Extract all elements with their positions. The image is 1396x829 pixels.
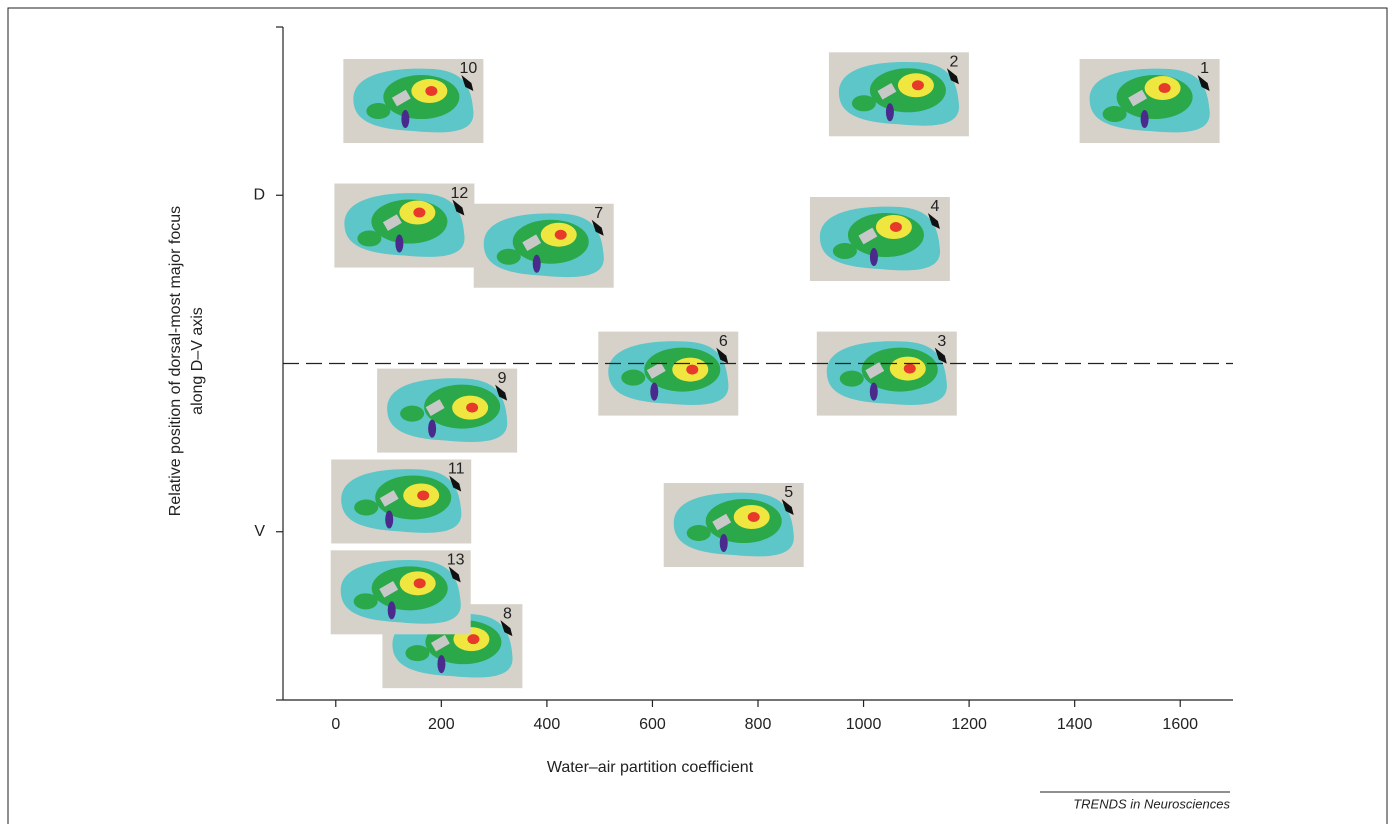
map-violet bbox=[395, 235, 403, 253]
x-tick-label: 1000 bbox=[846, 716, 882, 733]
brain-map bbox=[1080, 59, 1220, 143]
x-tick-label: 0 bbox=[331, 716, 340, 733]
map-red bbox=[555, 230, 567, 240]
map-violet bbox=[720, 534, 728, 552]
point-label: 7 bbox=[594, 205, 603, 222]
brain-map bbox=[377, 369, 517, 453]
point-label: 10 bbox=[459, 60, 477, 77]
x-tick-label: 1400 bbox=[1057, 716, 1093, 733]
chart: Water–air partition coefficient Relative… bbox=[0, 0, 1396, 824]
point-label: 9 bbox=[498, 370, 507, 387]
y-axis-title: Relative position of dorsal-most major f… bbox=[167, 206, 184, 516]
map-violet bbox=[401, 110, 409, 128]
y-tick-label: V bbox=[254, 523, 265, 540]
point-label: 13 bbox=[447, 552, 465, 569]
point-label: 6 bbox=[719, 333, 728, 350]
map-red bbox=[912, 80, 924, 90]
brain-map bbox=[664, 483, 804, 567]
point-label: 12 bbox=[450, 185, 468, 202]
map-green bbox=[354, 593, 378, 609]
point-label: 1 bbox=[1200, 60, 1209, 77]
brain-map bbox=[817, 332, 957, 416]
map-red bbox=[904, 364, 916, 374]
x-tick-label: 1600 bbox=[1162, 716, 1198, 733]
map-red bbox=[425, 86, 437, 96]
x-tick-label: 400 bbox=[534, 716, 561, 733]
map-green bbox=[1103, 106, 1127, 122]
brain-map bbox=[598, 332, 738, 416]
point-label: 2 bbox=[949, 54, 958, 71]
map-green bbox=[840, 371, 864, 387]
map-red bbox=[413, 208, 425, 218]
map-green bbox=[400, 406, 424, 422]
map-green bbox=[687, 525, 711, 541]
map-green bbox=[497, 249, 521, 265]
point-label: 5 bbox=[784, 484, 793, 501]
map-violet bbox=[385, 510, 393, 528]
brain-map bbox=[810, 197, 950, 281]
map-violet bbox=[870, 383, 878, 401]
map-red bbox=[414, 578, 426, 588]
x-axis-title: Water–air partition coefficient bbox=[547, 759, 754, 776]
map-violet bbox=[870, 248, 878, 266]
point-label: 8 bbox=[503, 605, 512, 622]
map-violet bbox=[388, 601, 396, 619]
images bbox=[331, 52, 1220, 688]
map-red bbox=[748, 512, 760, 522]
point-label: 11 bbox=[448, 461, 465, 478]
map-violet bbox=[437, 655, 445, 673]
map-red bbox=[1159, 83, 1171, 93]
map-red bbox=[467, 634, 479, 644]
x-tick-label: 200 bbox=[428, 716, 455, 733]
map-red bbox=[466, 403, 478, 413]
point-label: 4 bbox=[930, 198, 939, 215]
brain-map bbox=[829, 52, 969, 136]
map-red bbox=[686, 365, 698, 375]
map-violet bbox=[533, 255, 541, 273]
map-green bbox=[366, 103, 390, 119]
x-tick-label: 600 bbox=[639, 716, 666, 733]
map-green bbox=[354, 499, 378, 515]
map-green bbox=[357, 231, 381, 247]
y-tick-label: D bbox=[253, 186, 265, 203]
y-axis-title: along D–V axis bbox=[189, 307, 206, 415]
map-green bbox=[621, 370, 645, 386]
map-green bbox=[852, 95, 876, 111]
map-green bbox=[833, 243, 857, 259]
map-green bbox=[405, 645, 429, 661]
map-violet bbox=[886, 103, 894, 121]
map-violet bbox=[428, 420, 436, 438]
brain-map bbox=[474, 204, 614, 288]
map-red bbox=[890, 222, 902, 232]
map-red bbox=[417, 490, 429, 500]
page: {"chart_data": { "type": "image-scatter"… bbox=[0, 0, 1396, 829]
x-tick-label: 1200 bbox=[951, 716, 987, 733]
point-label: 3 bbox=[937, 333, 946, 350]
map-violet bbox=[650, 383, 658, 401]
map-violet bbox=[1141, 110, 1149, 128]
source: TRENDS in Neurosciences bbox=[1073, 796, 1230, 811]
x-tick-label: 800 bbox=[745, 716, 772, 733]
